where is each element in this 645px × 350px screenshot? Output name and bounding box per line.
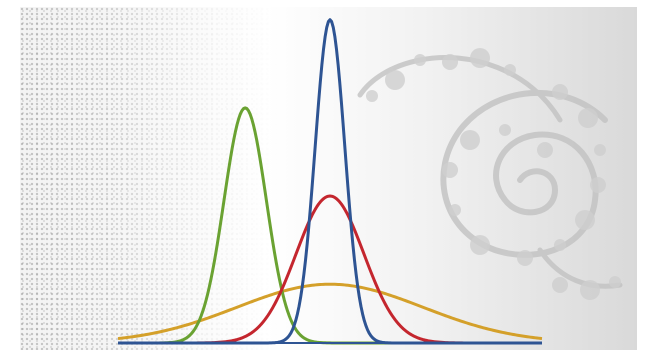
fractal-bud xyxy=(578,108,598,128)
fractal-bud xyxy=(594,144,606,156)
fractal-bud xyxy=(460,130,480,150)
fractal-bud xyxy=(517,250,533,266)
series-curve-2 xyxy=(118,18,542,345)
fractal-bud xyxy=(575,210,595,230)
fractal-bud xyxy=(552,84,568,100)
fractal-bud xyxy=(385,70,405,90)
pattern-texture xyxy=(20,7,280,350)
fractal-buds xyxy=(366,48,621,300)
fractal-bud xyxy=(554,239,566,251)
series-curve-4 xyxy=(117,282,543,341)
fractal-bud xyxy=(442,162,458,178)
fractal-bud xyxy=(366,90,378,102)
fractal-decoration xyxy=(357,55,623,289)
fractal-bud xyxy=(580,280,600,300)
fractal-bud xyxy=(470,48,490,68)
background-panel xyxy=(20,7,637,350)
curves-group xyxy=(117,18,543,345)
fractal-bud xyxy=(552,277,568,293)
fractal-bud xyxy=(499,124,511,136)
fractal-bud xyxy=(609,276,621,288)
fractal-bud xyxy=(590,177,606,193)
fractal-bud xyxy=(470,235,490,255)
fractal-bud xyxy=(414,54,426,66)
fractal-bud xyxy=(537,142,553,158)
series-curve-3 xyxy=(118,194,542,345)
fractal-bud xyxy=(449,204,461,216)
fractal-bud xyxy=(504,64,516,76)
fractal-bud xyxy=(442,54,458,70)
